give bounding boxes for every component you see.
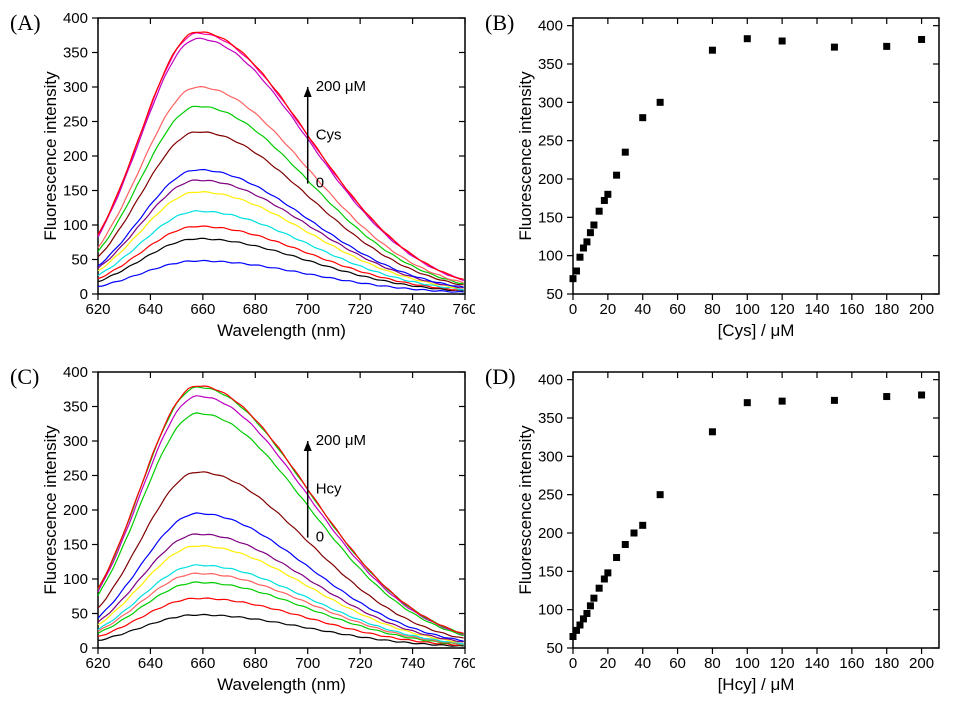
- svg-text:Fluorescence intensity: Fluorescence intensity: [516, 71, 535, 241]
- svg-text:100: 100: [63, 571, 88, 588]
- svg-text:200: 200: [538, 171, 563, 188]
- svg-text:250: 250: [538, 133, 563, 150]
- svg-text:200 μM: 200 μM: [316, 78, 366, 95]
- svg-text:200: 200: [909, 301, 934, 318]
- svg-text:180: 180: [874, 301, 899, 318]
- svg-text:720: 720: [348, 655, 373, 672]
- svg-text:50: 50: [546, 286, 563, 303]
- svg-text:60: 60: [669, 301, 686, 318]
- svg-text:200: 200: [63, 148, 88, 165]
- panel-b: (B) 0 20 40 60 80 100 120 140 160 180 200 50 100 150 2…: [485, 10, 949, 344]
- svg-text:640: 640: [138, 301, 163, 318]
- svg-text:680: 680: [243, 655, 268, 672]
- svg-text:100: 100: [735, 655, 760, 672]
- svg-text:150: 150: [538, 209, 563, 226]
- svg-text:160: 160: [839, 301, 864, 318]
- panel-d-label: (D): [485, 364, 516, 390]
- svg-text:740: 740: [400, 655, 425, 672]
- svg-text:120: 120: [770, 655, 795, 672]
- svg-text:20: 20: [600, 301, 617, 318]
- panel-d: (D) 0 20 40 60 80 100 120 140 160 180 200 50 100 150 2…: [485, 364, 949, 698]
- svg-text:620: 620: [85, 655, 110, 672]
- svg-text:300: 300: [538, 448, 563, 465]
- svg-text:720: 720: [348, 301, 373, 318]
- svg-text:150: 150: [538, 563, 563, 580]
- svg-text:100: 100: [63, 217, 88, 234]
- svg-text:200: 200: [63, 502, 88, 519]
- svg-text:0: 0: [80, 640, 88, 657]
- svg-text:350: 350: [63, 45, 88, 62]
- svg-text:Fluorescence intensity: Fluorescence intensity: [41, 71, 60, 241]
- svg-text:Cys: Cys: [316, 126, 342, 143]
- svg-text:60: 60: [669, 655, 686, 672]
- svg-text:700: 700: [295, 301, 320, 318]
- svg-text:200 μM: 200 μM: [316, 432, 366, 449]
- panel-b-label: (B): [485, 10, 514, 36]
- chart-grid: (A) 620640660680700720740760050100150200…: [10, 10, 949, 698]
- svg-text:0: 0: [316, 175, 324, 192]
- svg-text:100: 100: [735, 301, 760, 318]
- svg-text:Wavelength (nm): Wavelength (nm): [217, 675, 346, 694]
- svg-text:150: 150: [63, 537, 88, 554]
- svg-text:150: 150: [63, 183, 88, 200]
- svg-text:640: 640: [138, 655, 163, 672]
- svg-text:250: 250: [63, 114, 88, 131]
- svg-text:100: 100: [538, 248, 563, 265]
- svg-text:680: 680: [243, 301, 268, 318]
- svg-text:400: 400: [63, 10, 88, 27]
- svg-text:140: 140: [804, 655, 829, 672]
- svg-text:120: 120: [770, 301, 795, 318]
- svg-text:350: 350: [63, 399, 88, 416]
- svg-text:100: 100: [538, 602, 563, 619]
- svg-text:350: 350: [538, 56, 563, 73]
- svg-text:250: 250: [538, 487, 563, 504]
- svg-text:400: 400: [63, 364, 88, 381]
- svg-text:200: 200: [538, 525, 563, 542]
- svg-text:400: 400: [538, 372, 563, 389]
- svg-text:0: 0: [569, 655, 577, 672]
- svg-text:140: 140: [804, 301, 829, 318]
- svg-text:300: 300: [63, 433, 88, 450]
- panel-c-label: (C): [10, 364, 39, 390]
- svg-text:700: 700: [295, 655, 320, 672]
- svg-text:400: 400: [538, 18, 563, 35]
- svg-text:350: 350: [538, 410, 563, 427]
- svg-text:Fluorescence intensity: Fluorescence intensity: [41, 425, 60, 595]
- svg-text:80: 80: [704, 655, 721, 672]
- svg-text:Hcy: Hcy: [316, 480, 342, 497]
- svg-text:[Cys] / μM: [Cys] / μM: [718, 321, 795, 340]
- svg-text:300: 300: [538, 94, 563, 111]
- svg-text:660: 660: [190, 655, 215, 672]
- panel-a-label: (A): [10, 10, 41, 36]
- svg-text:Fluorescence intensity: Fluorescence intensity: [516, 425, 535, 595]
- svg-text:660: 660: [190, 301, 215, 318]
- panel-a: (A) 620 640 660 680 700 720 740 760 0 50 100 150 200…: [10, 10, 475, 344]
- svg-text:160: 160: [839, 655, 864, 672]
- svg-text:740: 740: [400, 301, 425, 318]
- svg-text:40: 40: [634, 655, 651, 672]
- svg-text:50: 50: [546, 640, 563, 657]
- svg-text:0: 0: [316, 529, 324, 546]
- svg-text:Wavelength (nm): Wavelength (nm): [217, 321, 346, 340]
- svg-text:180: 180: [874, 655, 899, 672]
- svg-text:[Hcy] / μM: [Hcy] / μM: [718, 675, 795, 694]
- svg-text:760: 760: [452, 655, 475, 672]
- svg-text:50: 50: [71, 252, 88, 269]
- svg-text:0: 0: [80, 286, 88, 303]
- svg-text:620: 620: [85, 301, 110, 318]
- svg-text:40: 40: [634, 301, 651, 318]
- svg-text:50: 50: [71, 606, 88, 623]
- panel-c: (C) 620 640 660 680 700 720 740 760 0 50 100 150 200…: [10, 364, 475, 698]
- svg-text:760: 760: [452, 301, 475, 318]
- svg-text:20: 20: [600, 655, 617, 672]
- svg-text:300: 300: [63, 79, 88, 96]
- svg-text:250: 250: [63, 468, 88, 485]
- svg-text:80: 80: [704, 301, 721, 318]
- svg-text:200: 200: [909, 655, 934, 672]
- svg-text:0: 0: [569, 301, 577, 318]
